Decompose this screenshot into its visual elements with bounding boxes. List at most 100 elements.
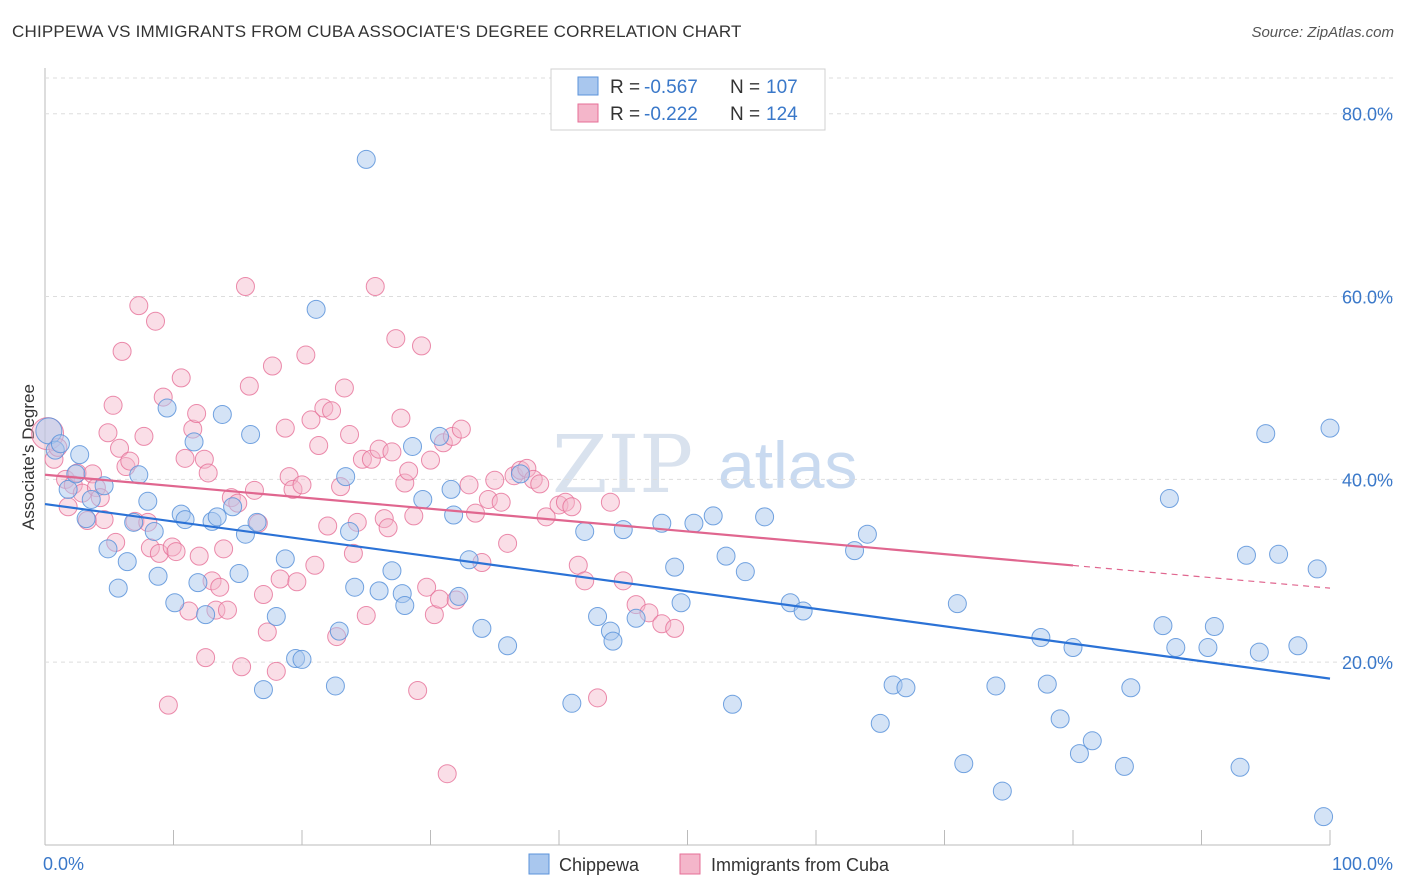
point-chippewa-49 (413, 489, 433, 509)
point-chippewa-69 (703, 506, 723, 526)
legend-n-value-1: 107 (766, 77, 798, 98)
point-chippewa-47 (395, 596, 415, 616)
point-cuba-13 (98, 423, 118, 443)
point-cuba-60 (292, 475, 312, 495)
point-chippewa-60 (588, 606, 608, 626)
point-cuba-56 (275, 418, 295, 438)
point-chippewa-81 (947, 594, 967, 614)
point-cuba-79 (374, 509, 394, 529)
point-cuba-103 (491, 492, 511, 512)
point-chippewa-21 (184, 432, 204, 452)
point-chippewa-50 (429, 426, 449, 446)
point-cuba-109 (530, 474, 550, 494)
point-chippewa-92 (1121, 678, 1141, 698)
point-cuba-113 (562, 497, 582, 517)
point-chippewa-9 (98, 539, 118, 559)
source-label: Source: ZipAtlas.com (1251, 24, 1394, 41)
point-chippewa-12 (124, 512, 144, 532)
point-cuba-70 (334, 378, 354, 398)
y-tick-label-80: 80.0% (1342, 105, 1393, 125)
point-chippewa-41 (340, 521, 360, 541)
point-chippewa-58 (562, 693, 582, 713)
point-chippewa-14 (138, 491, 158, 511)
bottom-legend-swatch-cuba (679, 853, 701, 875)
point-cuba-88 (412, 336, 432, 356)
point-cuba-65 (314, 398, 334, 418)
point-cuba-81 (382, 442, 402, 462)
point-cuba-52 (257, 622, 277, 642)
watermark-atlas: atlas (718, 428, 857, 502)
point-chippewa-23 (196, 605, 216, 625)
point-cuba-80 (378, 518, 398, 538)
point-chippewa-39 (329, 621, 349, 641)
legend-swatch-chippewa (577, 76, 599, 96)
point-chippewa-89 (1069, 744, 1089, 764)
point-chippewa-68 (684, 513, 704, 533)
point-chippewa-18 (165, 593, 185, 613)
point-cuba-28 (158, 695, 178, 715)
legend-r-label-1: R = (610, 77, 640, 98)
point-cuba-17 (112, 341, 132, 361)
point-cuba-121 (652, 614, 672, 634)
point-cuba-38 (198, 463, 218, 483)
point-chippewa-5 (70, 445, 90, 465)
x-tick-marks (44, 830, 1331, 845)
legend-n-label-1: N = (730, 77, 760, 98)
point-cuba-36 (189, 546, 209, 566)
point-cuba-66 (318, 516, 338, 536)
y-tick-label-60: 60.0% (1342, 288, 1393, 308)
point-cuba-86 (404, 506, 424, 526)
point-chippewa-76 (845, 541, 865, 561)
point-chippewa-97 (1204, 617, 1224, 637)
point-chippewa-53 (449, 586, 469, 606)
point-cuba-104 (498, 533, 518, 553)
point-cuba-14 (103, 395, 123, 415)
chart-title: CHIPPEWA VS IMMIGRANTS FROM CUBA ASSOCIA… (12, 22, 742, 41)
point-cuba-94 (437, 764, 457, 784)
point-chippewa-62 (603, 631, 623, 651)
y-axis-title: Associate's Degree (19, 384, 38, 530)
point-cuba-97 (451, 419, 471, 439)
point-chippewa-10 (108, 578, 128, 598)
point-cuba-48 (239, 376, 259, 396)
point-chippewa-105 (1320, 418, 1340, 438)
point-cuba-82 (386, 329, 406, 349)
point-cuba-67 (322, 401, 342, 421)
point-cuba-31 (171, 368, 191, 388)
point-chippewa-91 (1114, 756, 1134, 776)
point-chippewa-27 (223, 497, 243, 517)
legend-r-value-1: -0.567 (644, 77, 698, 98)
point-cuba-42 (214, 539, 234, 559)
point-chippewa-42 (345, 577, 365, 597)
point-chippewa-80 (896, 678, 916, 698)
point-chippewa-64 (626, 608, 646, 628)
point-chippewa-28 (229, 564, 249, 584)
point-cuba-116 (588, 688, 608, 708)
point-chippewa-75 (793, 601, 813, 621)
point-cuba-110 (536, 507, 556, 527)
point-cuba-122 (665, 618, 685, 638)
point-cuba-53 (262, 356, 282, 376)
watermark-zip: ZIP (552, 418, 693, 511)
point-chippewa-30 (241, 425, 261, 445)
bottom-legend-label-cuba: Immigrants from Cuba (711, 855, 890, 875)
point-chippewa-22 (188, 573, 208, 593)
point-chippewa-13 (129, 465, 149, 485)
point-chippewa-71 (722, 694, 742, 714)
point-chippewa-104 (1314, 807, 1334, 827)
point-cuba-115 (575, 571, 595, 591)
legend-r-value-2: -0.222 (644, 104, 698, 125)
point-chippewa-82 (954, 754, 974, 774)
point-chippewa-63 (613, 520, 633, 540)
point-cuba-83 (391, 408, 411, 428)
point-chippewa-106 (1256, 424, 1276, 444)
point-chippewa-34 (275, 549, 295, 569)
point-chippewa-48 (403, 436, 423, 456)
point-chippewa-67 (671, 593, 691, 613)
point-chippewa-100 (1249, 642, 1269, 662)
point-chippewa-55 (472, 618, 492, 638)
point-chippewa-44 (369, 581, 389, 601)
point-chippewa-94 (1159, 489, 1179, 509)
point-cuba-61 (296, 345, 316, 365)
point-chippewa-102 (1288, 636, 1308, 656)
